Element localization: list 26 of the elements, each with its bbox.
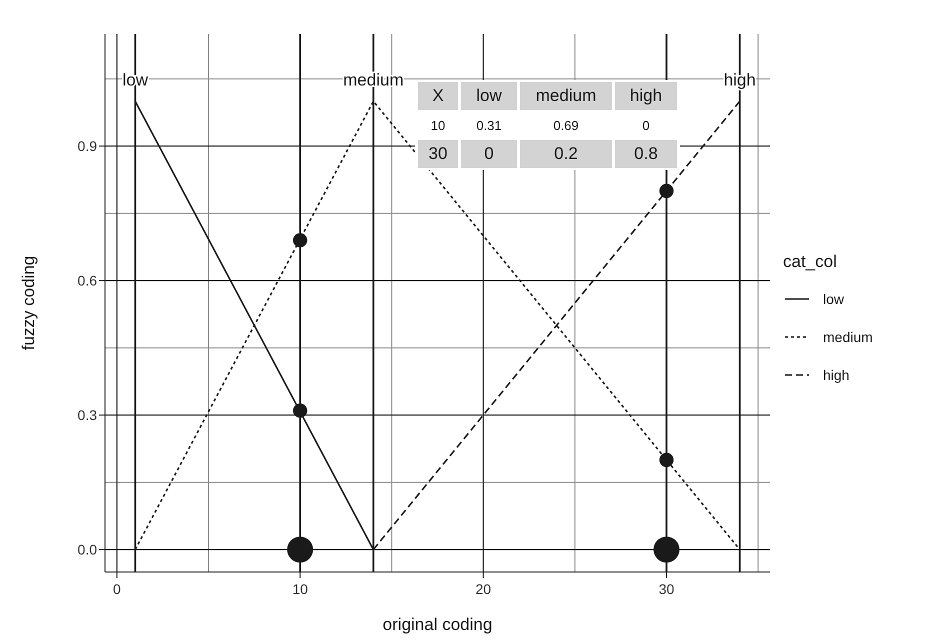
legend-title: cat_col [783,252,838,272]
x-axis-title: original coding [382,615,492,634]
annotation: 0 [615,112,677,138]
annotation: 0.31 [461,112,517,138]
annotation: 0 [461,140,517,168]
y-tick-label: 0.3 [78,407,98,424]
y-tick-label: 0.6 [78,272,98,289]
x-tick-label: 10 [292,581,308,597]
annotation: high [615,82,677,110]
annotation: 30 [418,140,458,168]
y-axis-title: fuzzy coding [19,256,38,350]
legend-label: medium [823,329,873,345]
annotation: 0.69 [520,112,612,138]
annotation: low [461,82,517,110]
x-tick-label: 0 [113,581,122,597]
annotation: medium [520,82,612,110]
y-tick-label: 0.9 [78,138,98,154]
y-tick-label: 0.0 [78,542,98,558]
x-tick-label: 30 [658,581,674,597]
legend-label: low [823,291,844,307]
annotation: 0.8 [615,140,677,168]
x-tick-label: 20 [476,581,492,597]
annotation: 0.2 [520,140,612,168]
legend-label: high [823,367,850,383]
annotation: 10 [418,112,458,138]
annotation: X [418,82,458,110]
